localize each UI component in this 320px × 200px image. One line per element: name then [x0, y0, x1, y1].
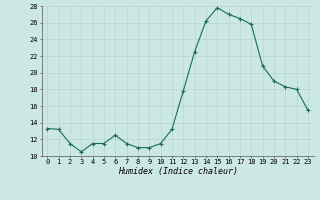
X-axis label: Humidex (Indice chaleur): Humidex (Indice chaleur) — [118, 167, 237, 176]
